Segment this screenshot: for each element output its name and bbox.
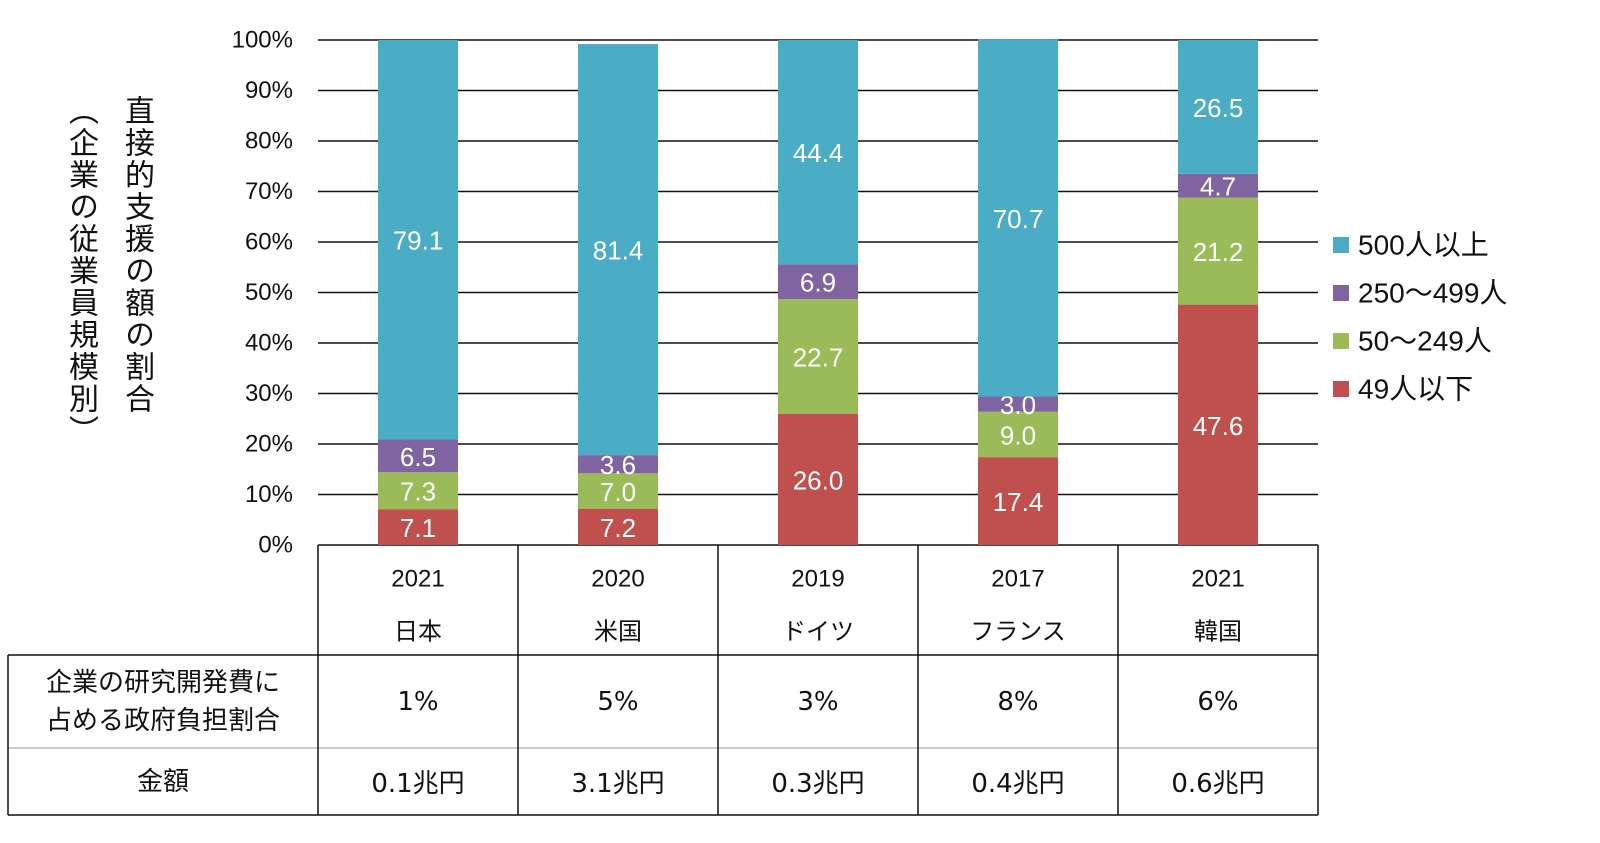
bar-segment [378,439,458,473]
y-tick-label: 50% [245,279,293,306]
data-label: 17.4 [993,487,1044,517]
table-cell: 5% [597,686,639,717]
data-label: 81.4 [593,236,644,266]
bar-segment [778,413,858,545]
bar-segment [578,508,658,545]
data-label: 7.2 [600,513,636,543]
y-tick-label: 80% [245,128,293,155]
y-tick-label: 10% [245,481,293,508]
category-country: 米国 [594,619,642,646]
table-cell: 0.4兆円 [971,769,1065,799]
bar-segment [378,472,458,510]
data-label: 26.0 [793,465,844,495]
legend-label: 500人以上 [1358,230,1489,261]
table-cell: 0.3兆円 [771,769,865,799]
category-year: 2020 [591,566,644,593]
data-label: 3.6 [600,450,636,480]
y-tick-label: 90% [245,77,293,104]
data-label: 22.7 [793,342,844,372]
bar-segment [578,44,658,456]
bar-segment [978,411,1058,458]
table-cell: 3% [797,686,839,717]
bar-segment [378,40,458,440]
bar-segment [978,39,1058,397]
table-cell: 8% [997,686,1039,717]
bar-segment [1178,197,1258,305]
legend-swatch [1333,285,1349,301]
bar-segment [578,455,658,474]
data-label: 4.7 [1200,172,1236,202]
table-row-label-line: 金額 [136,766,189,797]
table-row-label: 企業の研究開発費に 占める政府負担割合 [8,655,318,748]
data-label: 7.1 [400,513,436,543]
y-tick-label: 70% [245,178,293,205]
bar-segment [978,457,1058,545]
data-label: 44.4 [793,138,844,168]
bar-segment [778,299,858,414]
category-country: 韓国 [1194,619,1242,646]
table-cell: 0.6兆円 [1171,769,1265,799]
data-label: 6.5 [400,442,436,472]
y-tick-label: 20% [245,431,293,458]
table-cell: 0.1兆円 [371,769,465,799]
y-axis-label: 直接的支援の額の割合 [119,95,154,415]
category-year: 2017 [991,566,1044,593]
legend-label: 250〜499人 [1358,278,1507,309]
bar-segment [778,264,858,300]
category-year: 2019 [791,566,844,593]
data-label: 79.1 [393,226,444,256]
bar-segment [1178,304,1258,545]
table-row-label-line: 企業の研究開発費に [45,667,280,698]
legend-swatch [1333,381,1349,397]
data-label: 70.7 [993,204,1044,234]
data-label: 47.6 [1193,411,1244,441]
legend-label: 49人以下 [1358,374,1473,405]
bar-segment [1178,173,1258,198]
category-country: ドイツ [782,619,854,646]
y-tick-label: 60% [245,229,293,256]
table-row-label-line: 占める政府負担割合 [45,705,280,736]
category-year: 2021 [391,566,444,593]
category-country: 日本 [394,619,442,646]
data-label: 7.3 [400,477,436,507]
data-label: 21.2 [1193,237,1244,267]
table-row-label: 金額 [8,748,318,815]
data-label: 9.0 [1000,420,1036,450]
category-country: フランス [970,619,1066,646]
bar-segment [778,40,858,265]
legend-swatch [1333,237,1349,253]
data-label: 7.0 [600,477,636,507]
legend-label: 50〜249人 [1358,326,1492,357]
bar-segment [378,509,458,545]
y-tick-label: 100% [232,27,293,54]
data-label: 6.9 [800,268,836,298]
y-axis-sublabel: （企業の従業員規模別） [63,95,98,447]
category-year: 2021 [1191,566,1244,593]
y-tick-label: 30% [245,380,293,407]
bar-segment [578,473,658,509]
bar-segment [978,396,1058,412]
bar-segment [1178,40,1258,174]
table-cell: 6% [1197,686,1239,717]
legend-swatch [1333,333,1349,349]
data-label: 26.5 [1193,93,1244,123]
y-tick-label: 0% [258,532,293,559]
y-tick-label: 40% [245,330,293,357]
table-cell: 1% [397,686,439,717]
table-cell: 3.1兆円 [571,769,665,799]
